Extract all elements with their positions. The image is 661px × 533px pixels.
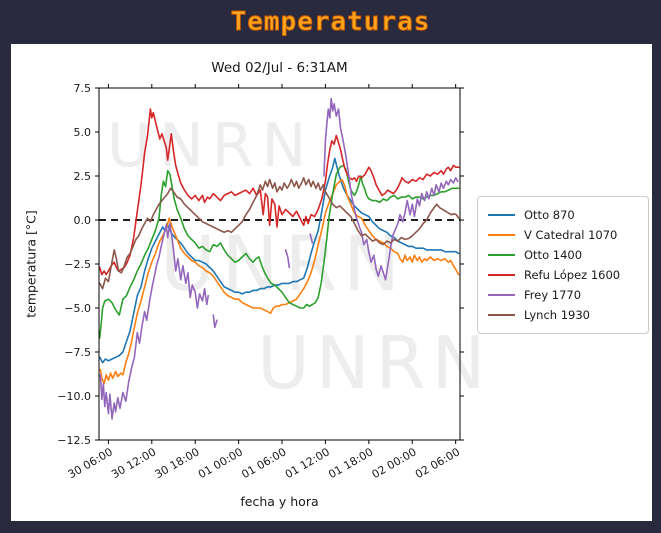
series-line-frey-1770 [309,233,314,244]
watermark-text: UNRN [107,111,314,181]
legend-item-otto-1400: Otto 1400 [488,245,638,265]
series-line-otto-1400 [98,164,460,339]
page-title: Temperaturas [230,7,431,38]
x-tick-label: 01 06:00 [239,445,288,481]
legend-swatch [488,274,515,276]
legend-label: Otto 870 [524,208,575,222]
legend-item-frey-1770: Frey 1770 [488,285,638,305]
y-tick-label: −5.0 [64,302,91,315]
legend-item-v-catedral-1070: V Catedral 1070 [488,225,638,245]
legend-label: Lynch 1930 [524,308,590,322]
y-tick-label: −7.5 [64,346,91,359]
legend-item-refu-lopez-1600: Refu López 1600 [488,265,638,285]
y-axis-label: temperatura [°C] [23,210,39,318]
x-tick-label: 30 06:00 [66,445,115,481]
chart-title: Wed 02/Jul - 6:31AM [211,60,348,76]
x-tick-label: 01 00:00 [196,445,245,481]
series-line-frey-1770 [212,314,218,329]
series-line-refu-lopez-1600 [98,108,460,276]
y-tick-label: −10.0 [57,390,91,403]
y-tick-label: 5.0 [74,126,92,139]
legend-label: Otto 1400 [524,248,583,262]
y-tick-label: 2.5 [74,170,92,183]
legend-swatch [488,294,515,296]
legend-swatch [488,314,515,316]
x-tick-label: 01 12:00 [283,445,332,481]
legend-label: Refu López 1600 [524,268,621,282]
legend-item-otto-870: Otto 870 [488,205,638,225]
series-line-v-catedral-1070 [99,178,460,385]
legend-label: V Catedral 1070 [524,228,618,242]
series-line-frey-1770 [284,249,291,269]
legend-swatch [488,254,515,256]
x-tick-label: 01 18:00 [326,445,375,481]
legend-swatch [488,234,515,236]
watermark-text: UNRN [257,321,491,405]
title-banner: Temperaturas [0,0,661,44]
series-line-frey-1770 [99,222,209,420]
x-axis-label: fecha y hora [240,494,319,509]
series-line-lynch-1930 [98,177,460,290]
x-tick-label: 30 12:00 [109,445,158,481]
y-tick-label: −12.5 [57,434,91,447]
y-tick-label: −2.5 [64,258,91,271]
x-tick-label: 02 00:00 [370,445,419,481]
x-tick-label: 02 06:00 [413,445,462,481]
legend-item-lynch-1930: Lynch 1930 [488,305,638,325]
series-line-frey-1770 [323,97,459,281]
legend-swatch [488,214,515,216]
chart-panel: UNRN UNRN UNRN 30 06:00 30 12:00 30 18:00 01 0… [11,44,652,521]
chart-legend: Otto 870 V Catedral 1070 Otto 1400 Refu Lóp… [477,196,649,334]
y-tick-label: 7.5 [74,82,92,95]
y-tick-label: 0.0 [74,214,92,227]
legend-label: Frey 1770 [524,288,582,302]
x-tick-label: 30 18:00 [153,445,202,481]
